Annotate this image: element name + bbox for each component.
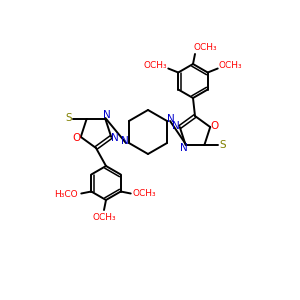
Text: N: N: [172, 121, 180, 131]
Text: N: N: [103, 110, 110, 120]
Text: S: S: [219, 140, 226, 150]
Text: OCH₃: OCH₃: [133, 189, 157, 198]
Text: OCH₃: OCH₃: [219, 61, 242, 70]
Text: O: O: [73, 133, 81, 143]
Text: N: N: [180, 143, 188, 153]
Text: N: N: [167, 114, 175, 124]
Text: O: O: [210, 121, 218, 131]
Text: N: N: [111, 133, 119, 143]
Text: H₃CO: H₃CO: [55, 190, 78, 199]
Text: N: N: [121, 136, 129, 146]
Text: S: S: [65, 113, 72, 123]
Text: OCH₃: OCH₃: [143, 61, 167, 70]
Text: OCH₃: OCH₃: [92, 212, 116, 221]
Text: OCH₃: OCH₃: [193, 44, 217, 52]
